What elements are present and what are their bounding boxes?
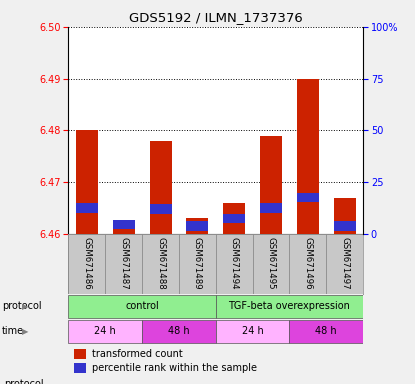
Bar (223, 203, 245, 234)
Text: transformed count: transformed count (92, 349, 183, 359)
Bar (260, 203, 282, 213)
Bar (253, 234, 290, 293)
Text: GSM671489: GSM671489 (193, 237, 202, 290)
Text: GSM671488: GSM671488 (156, 237, 165, 290)
Text: GSM671495: GSM671495 (266, 237, 276, 290)
Bar (142, 320, 216, 343)
Bar (179, 234, 216, 293)
Text: protocol: protocol (2, 301, 42, 311)
Text: 48 h: 48 h (315, 326, 337, 336)
Bar (68, 320, 142, 343)
Text: protocol: protocol (4, 379, 44, 384)
Bar (76, 130, 98, 234)
Bar (326, 234, 363, 293)
Bar (186, 221, 208, 231)
Bar (68, 295, 216, 318)
Bar (334, 221, 356, 231)
Bar (297, 193, 319, 202)
Bar (68, 234, 105, 293)
Text: time: time (2, 326, 24, 336)
Bar (223, 214, 245, 223)
Bar (149, 204, 172, 214)
Bar (113, 220, 135, 229)
Bar (216, 295, 363, 318)
Bar (186, 218, 208, 234)
Text: ▶: ▶ (22, 302, 28, 311)
Bar (297, 79, 319, 234)
Text: GSM671486: GSM671486 (83, 237, 91, 290)
Text: GSM671496: GSM671496 (303, 237, 312, 290)
Text: ▶: ▶ (22, 327, 28, 336)
Bar (290, 320, 363, 343)
Text: percentile rank within the sample: percentile rank within the sample (92, 363, 257, 373)
Text: TGF-beta overexpression: TGF-beta overexpression (229, 301, 350, 311)
Bar (142, 234, 179, 293)
Bar (216, 320, 290, 343)
Text: control: control (125, 301, 159, 311)
Bar (105, 234, 142, 293)
Title: GDS5192 / ILMN_1737376: GDS5192 / ILMN_1737376 (129, 11, 303, 24)
Text: 24 h: 24 h (95, 326, 116, 336)
Text: 24 h: 24 h (242, 326, 264, 336)
Text: GSM671487: GSM671487 (119, 237, 128, 290)
Text: 48 h: 48 h (168, 326, 190, 336)
Bar (76, 203, 98, 213)
Bar (74, 363, 86, 373)
Bar (260, 136, 282, 234)
Bar (149, 141, 172, 234)
Text: GSM671497: GSM671497 (340, 237, 349, 290)
Bar (216, 234, 253, 293)
Text: GSM671494: GSM671494 (230, 237, 239, 290)
Bar (74, 349, 86, 359)
Bar (290, 234, 326, 293)
Bar (113, 223, 135, 234)
Bar (334, 198, 356, 234)
